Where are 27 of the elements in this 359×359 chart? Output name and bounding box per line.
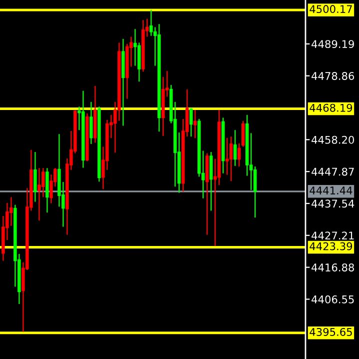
candlestick	[34, 151, 37, 202]
candlestick	[230, 136, 233, 182]
y-tick-label: 4447.87	[312, 168, 354, 176]
candlestick	[38, 168, 41, 222]
y-tick-label: 4458.20	[312, 136, 354, 144]
candlestick	[242, 120, 245, 148]
candlestick	[234, 130, 237, 166]
ref-line-label: 4441.44	[310, 186, 352, 194]
ref-line-label: 4468.19	[310, 104, 352, 112]
candlestick	[238, 142, 241, 168]
y-tick-label: 4437.54	[312, 200, 354, 208]
candlestick	[226, 137, 229, 176]
candlestick	[210, 151, 213, 212]
candlestick	[138, 42, 141, 82]
ref-line-label: 4500.17	[310, 5, 352, 14]
y-tick-label: 4478.86	[312, 72, 354, 80]
candlestick	[253, 166, 257, 218]
candlestick	[42, 168, 45, 198]
ref-line-label: 4423.39	[310, 242, 352, 250]
candlestick	[194, 109, 197, 139]
ref-line-label: 4395.65	[310, 328, 352, 336]
y-tick-label: 4406.55	[312, 295, 354, 304]
candlestick	[190, 108, 193, 138]
y-tick-label: 4489.19	[312, 40, 354, 48]
y-tick-label: 4416.88	[312, 263, 354, 272]
y-tick-label: 4427.21	[312, 232, 354, 240]
candlestick	[90, 101, 93, 145]
